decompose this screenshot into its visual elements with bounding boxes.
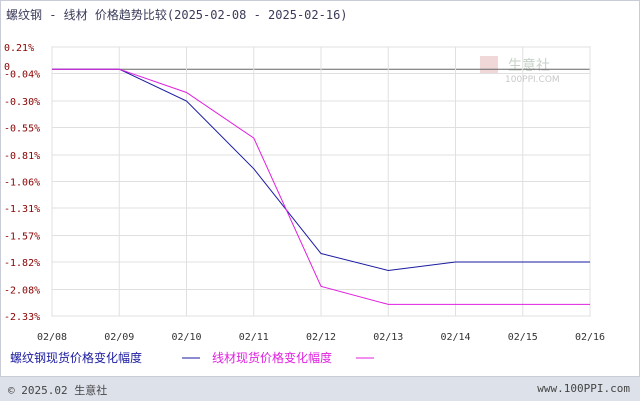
footer-site-link[interactable]: www.100PPI.com <box>537 382 630 395</box>
y-tick-label: -0.04% <box>4 69 40 80</box>
legend-label-series-2: 线材现货价格变化幅度 <box>212 350 332 365</box>
x-tick-label: 02/09 <box>104 332 134 343</box>
y-tick-label: -0.55% <box>4 123 40 134</box>
x-tick-label: 02/11 <box>239 332 269 343</box>
y-tick-label: 0.21% <box>4 43 34 54</box>
grid <box>51 46 591 317</box>
y-tick-label: -2.33% <box>4 312 40 323</box>
y-tick-label: -1.31% <box>4 204 40 215</box>
y-tick-label: -1.06% <box>4 178 40 189</box>
watermark-site: 100PPI.COM <box>505 75 560 85</box>
legend: 螺纹钢现货价格变化幅度 线材现货价格变化幅度 <box>10 350 374 365</box>
x-axis-ticks: 02/08 02/09 02/10 02/11 02/12 02/13 02/14 02/15… <box>37 332 605 343</box>
y-tick-label: -2.08% <box>4 286 40 297</box>
footer-copyright: © 2025.02 生意社 <box>8 384 108 397</box>
y-tick-label: -1.82% <box>4 258 40 269</box>
x-tick-label: 02/13 <box>373 332 403 343</box>
y-axis-ticks: 0.21% -0.04% -0.30% -0.55% -0.81% -1.06% -1.31… <box>4 43 40 323</box>
y-tick-label: -0.30% <box>4 97 40 108</box>
watermark-logo <box>480 56 498 74</box>
x-tick-label: 02/10 <box>171 332 201 343</box>
series-line-1 <box>52 68 590 272</box>
chart-title: 螺纹钢 - 线材 价格趋势比较(2025-02-08 - 2025-02-16) <box>6 8 348 22</box>
x-tick-label: 02/12 <box>306 332 336 343</box>
y-tick-label: -0.81% <box>4 151 40 162</box>
series-lines <box>52 68 590 305</box>
series-line-2 <box>52 68 590 305</box>
watermark: 生意社 100PPI.COM <box>480 56 560 85</box>
footer: © 2025.02 生意社 www.100PPI.com <box>0 376 640 401</box>
x-tick-label: 02/16 <box>575 332 605 343</box>
x-tick-label: 02/15 <box>508 332 538 343</box>
y-tick-label: -1.57% <box>4 232 40 243</box>
x-tick-label: 02/08 <box>37 332 67 343</box>
x-tick-label: 02/14 <box>440 332 470 343</box>
watermark-brand: 生意社 <box>508 57 550 74</box>
legend-label-series-1: 螺纹钢现货价格变化幅度 <box>10 350 142 365</box>
y-zero-label: 0 <box>4 62 10 73</box>
